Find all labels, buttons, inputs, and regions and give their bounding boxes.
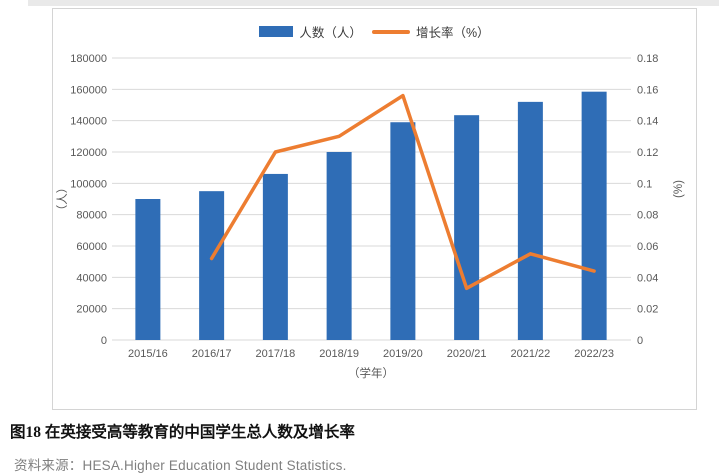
right-axis-tick-label: 0.1 (637, 178, 652, 190)
x-axis-tick-label: 2017/18 (255, 348, 295, 360)
legend-line-swatch (371, 29, 410, 34)
right-axis-tick-label: 0 (637, 335, 643, 347)
legend-bar-swatch (259, 26, 294, 37)
left-axis-tick-label: 100000 (70, 178, 107, 190)
figure-source: 资料来源：HESA.Higher Education Student Stati… (14, 458, 347, 473)
figure-caption: 图18 在英接受高等教育的中国学生总人数及增长率 (10, 424, 355, 441)
legend-line-label: 增长率（%） (415, 26, 490, 40)
right-axis-tick-label: 0.18 (637, 53, 658, 65)
x-axis-title: （学年） (348, 366, 394, 380)
bar-2020/21 (454, 115, 480, 340)
bar-2015/16 (135, 199, 161, 340)
x-axis-tick-label: 2020/21 (447, 348, 487, 360)
left-axis-tick-label: 120000 (70, 147, 107, 159)
left-axis-tick-label: 140000 (70, 116, 107, 128)
legend-bar-label: 人数（人） (299, 26, 362, 40)
page-top-divider (28, 0, 719, 6)
chart-legend: 人数（人） 增长率（%） (53, 22, 696, 41)
x-axis-tick-label: 2018/19 (319, 348, 359, 360)
legend-item-line: 增长率（%） (371, 22, 490, 41)
growth-rate-line (209, 93, 596, 291)
bar-2016/17 (199, 191, 225, 340)
right-axis-tick-label: 0.04 (637, 272, 658, 284)
x-axis-tick-label: 2016/17 (192, 348, 232, 360)
x-axis-tick-label: 2015/16 (128, 348, 168, 360)
bar-2018/19 (326, 152, 352, 340)
chart-panel: 0 0 20000 0.02 40000 0.04 60000 0.06 80000 0.08 10… (52, 8, 697, 410)
legend-item-bars: 人数（人） (259, 22, 362, 41)
bar-2019/20 (390, 122, 416, 340)
left-axis-tick-label: 40000 (76, 272, 107, 284)
left-axis-tick-label: 0 (101, 335, 107, 347)
bar-2021/22 (517, 101, 543, 340)
left-axis-tick-label: 180000 (70, 53, 107, 65)
right-axis-tick-label: 0.14 (637, 116, 658, 128)
right-axis-title: (%) (673, 180, 685, 198)
left-axis-tick-label: 160000 (70, 84, 107, 96)
right-axis-tick-label: 0.08 (637, 210, 658, 222)
right-axis-tick-label: 0.06 (637, 241, 658, 253)
right-axis-tick-label: 0.16 (637, 84, 658, 96)
x-axis-tick-label: 2022/23 (574, 348, 614, 360)
left-axis-tick-label: 60000 (76, 241, 107, 253)
x-axis-tick-label: 2021/22 (510, 348, 550, 360)
right-axis-tick-label: 0.12 (637, 147, 658, 159)
left-axis-title: （人） (56, 182, 69, 217)
bar-2022/23 (581, 91, 607, 340)
x-axis-tick-label: 2019/20 (383, 348, 423, 360)
right-axis-tick-label: 0.02 (637, 304, 658, 316)
combo-chart: 0 0 20000 0.02 40000 0.04 60000 0.06 80000 0.08 10… (56, 53, 685, 380)
bar-2017/18 (262, 173, 288, 340)
left-axis-tick-label: 80000 (76, 210, 107, 222)
left-axis-tick-label: 20000 (76, 304, 107, 316)
